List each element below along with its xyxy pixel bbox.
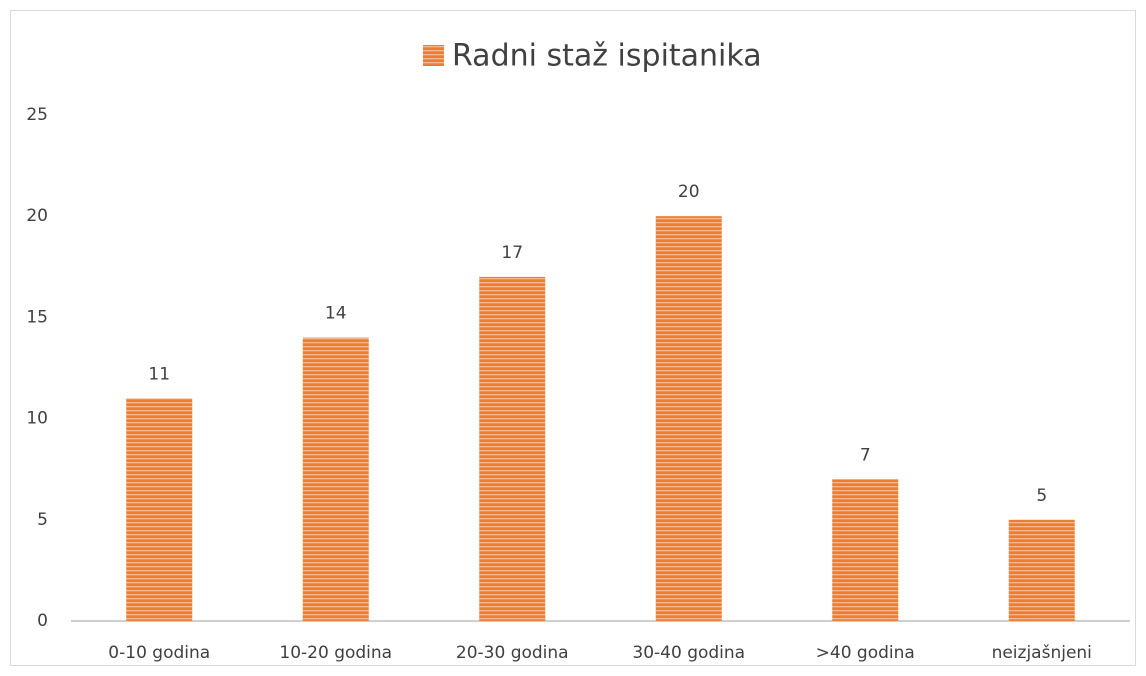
legend-label: Radni staž ispitanika [452, 39, 762, 74]
legend-swatch [423, 45, 444, 66]
data-label: 5 [1036, 486, 1047, 506]
data-label: 20 [678, 182, 700, 202]
bar [126, 398, 193, 621]
bar [832, 479, 899, 621]
y-tick-label: 0 [37, 611, 48, 631]
data-label: 14 [325, 304, 347, 324]
y-tick-label: 20 [26, 206, 48, 226]
chart-frame [10, 10, 1136, 666]
x-tick-label: 0-10 godina [108, 643, 210, 663]
data-label: 7 [860, 445, 871, 465]
y-tick-label: 25 [26, 105, 48, 125]
y-tick-label: 5 [37, 510, 48, 530]
x-tick-label: 10-20 godina [279, 643, 392, 663]
y-tick-label: 15 [26, 307, 48, 327]
bar [655, 216, 722, 621]
x-tick-label: neizjašnjeni [992, 643, 1092, 663]
data-label: 11 [148, 364, 170, 384]
x-tick-label: >40 godina [816, 643, 915, 663]
x-tick-label: 20-30 godina [456, 643, 569, 663]
y-tick-label: 10 [26, 409, 48, 429]
bar [1008, 519, 1075, 621]
x-tick-label: 30-40 godina [632, 643, 745, 663]
bar [302, 337, 369, 621]
data-label: 17 [501, 243, 523, 263]
bar [479, 276, 546, 621]
